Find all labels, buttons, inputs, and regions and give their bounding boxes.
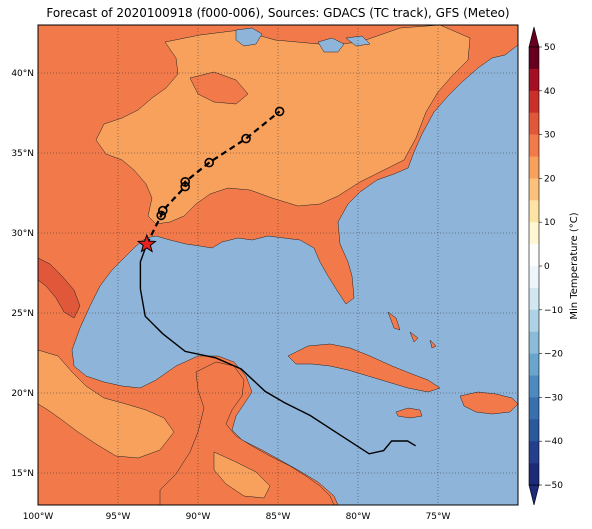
colorbar-tick-label: −20 — [544, 350, 563, 360]
land-central-america — [159, 361, 335, 505]
lat-tick-label: 25°N — [11, 309, 34, 319]
colorbar: 50 40 30 20 10 0 −10 −20 −30 −40 −50 — [528, 26, 563, 506]
forecast-point — [180, 181, 190, 192]
colorbar-bin — [529, 222, 539, 245]
land-warm-patch — [189, 71, 249, 105]
lon-tick-label: 85°W — [266, 512, 291, 522]
colorbar-tick-label: −30 — [544, 393, 563, 403]
lon-tick-label: 100°W — [23, 512, 54, 522]
colorbar-bin — [529, 266, 539, 289]
colorbar-bin — [529, 441, 539, 464]
lon-tick-label: 80°W — [346, 512, 371, 522]
colorbar-tick-label: 10 — [544, 218, 556, 228]
forecast-point — [241, 133, 251, 144]
axis-ticks: 100°W 95°W 90°W 85°W 80°W 75°W 40°N 35°N 30°N 25°… — [11, 69, 450, 522]
colorbar-bin — [529, 397, 539, 420]
lon-tick-label: 90°W — [186, 512, 211, 522]
land-cuba — [287, 343, 441, 393]
colorbar-tick-label: 30 — [544, 131, 556, 141]
colorbar-tick-label: −40 — [544, 437, 563, 447]
great-lakes — [235, 27, 371, 53]
colorbar-tick-label: 40 — [544, 87, 556, 97]
colorbar-bin — [529, 178, 539, 201]
lat-tick-label: 35°N — [11, 149, 34, 159]
colorbar-bin — [529, 244, 539, 267]
colorbar-bin — [529, 68, 539, 92]
colorbar-tick-label: 50 — [544, 43, 556, 53]
map-gridlines — [38, 25, 518, 505]
colorbar-bin — [529, 375, 539, 398]
colorbar-tick-label: −10 — [544, 306, 563, 316]
map-area — [38, 25, 518, 505]
storm-position-star — [136, 233, 157, 253]
colorbar-bin — [529, 463, 539, 486]
land-cooler-region — [95, 25, 471, 225]
colorbar-min-extension — [528, 484, 540, 506]
colorbar-tick-label: −50 — [544, 481, 563, 491]
lon-tick-label: 75°W — [426, 512, 451, 522]
land-central-cooler — [213, 451, 271, 499]
lat-tick-label: 40°N — [11, 69, 34, 79]
colorbar-bin — [529, 156, 539, 179]
lat-tick-label: 30°N — [11, 229, 34, 239]
land-jamaica — [395, 407, 423, 419]
colorbar-bin — [529, 90, 539, 113]
colorbar-bin — [529, 112, 539, 135]
lon-tick-label: 95°W — [106, 512, 131, 522]
colorbar-bin — [529, 200, 539, 223]
map-frame — [37, 24, 519, 506]
forecast-point — [180, 177, 190, 187]
land-hispaniola — [459, 391, 518, 415]
colorbar-bin — [529, 419, 539, 442]
colorbar-bin — [529, 353, 539, 376]
forecast-points — [156, 106, 285, 221]
colorbar-bin — [529, 331, 539, 354]
land-bahamas — [387, 311, 437, 349]
forecast-point — [156, 210, 166, 221]
colorbar-bin — [529, 134, 539, 157]
colorbar-bin — [529, 47, 539, 70]
colorbar-tick-label: 0 — [544, 262, 550, 272]
forecast-point — [274, 106, 285, 117]
colorbar-bin — [529, 287, 539, 311]
colorbar-bin — [529, 309, 539, 332]
lat-tick-label: 20°N — [11, 389, 34, 399]
forecast-point — [158, 205, 168, 216]
colorbar-tick-label: 20 — [544, 174, 556, 184]
lat-tick-label: 15°N — [11, 469, 34, 479]
forecast-point — [204, 157, 214, 168]
land-hot-region — [38, 257, 81, 319]
colorbar-max-extension — [528, 26, 540, 48]
colorbar-label: Min Temperature (°C) — [569, 212, 580, 319]
past-storm-track — [139, 243, 416, 455]
map-title: Forecast of 2020100918 (f000-006), Sourc… — [46, 6, 510, 20]
land-mexico-cooler — [38, 349, 175, 459]
